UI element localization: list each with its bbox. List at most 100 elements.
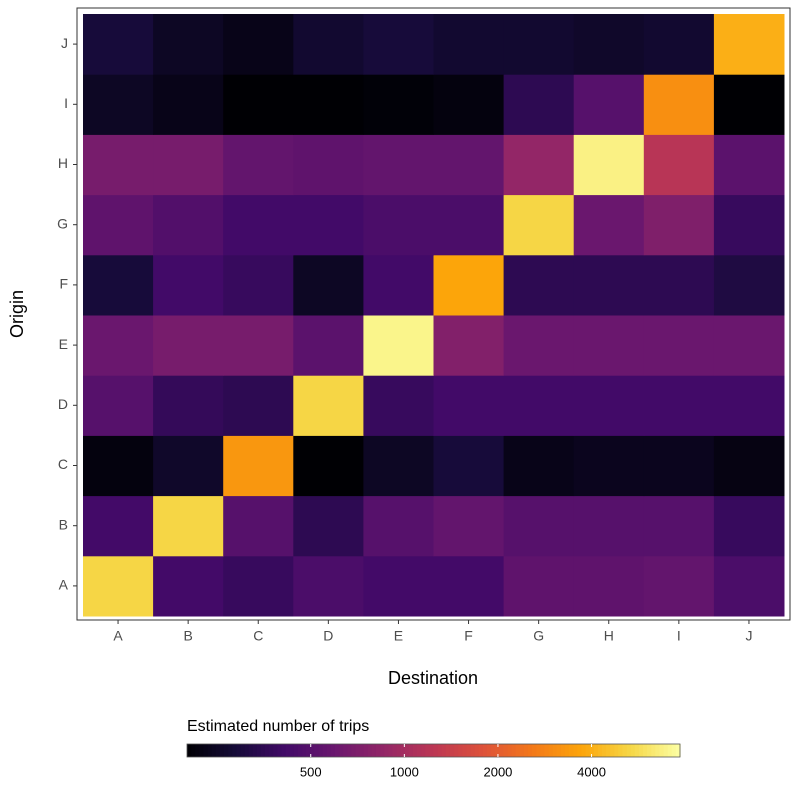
colorbar-segment: [244, 744, 250, 757]
colorbar-segment: [462, 744, 467, 757]
colorbar-segment: [651, 744, 656, 757]
colorbar-segment: [577, 744, 582, 757]
colorbar-segment: [322, 744, 328, 757]
colorbar-segment: [663, 744, 669, 757]
heatmap-cell: [153, 375, 224, 436]
heatmap-cell: [503, 495, 575, 557]
heatmap-cell: [713, 134, 785, 196]
heatmap-cell: [223, 495, 294, 557]
colorbar-segment: [655, 744, 661, 757]
x-axis-title: Destination: [388, 668, 478, 688]
x-tick-label: I: [677, 628, 681, 644]
heatmap-cell: [293, 435, 364, 497]
y-tick-label: B: [59, 516, 68, 532]
colorbar-segment: [396, 744, 402, 757]
heatmap-cell: [363, 74, 434, 135]
colorbar-segment: [400, 744, 406, 757]
heatmap-cell: [223, 254, 294, 316]
colorbar-segment: [289, 744, 295, 757]
colorbar-segment: [404, 744, 410, 757]
colorbar-segment: [252, 744, 258, 757]
heatmap-cell: [573, 74, 645, 135]
heatmap-cell: [153, 254, 224, 316]
colorbar-segment: [306, 744, 311, 757]
heatmap-cell: [433, 495, 505, 557]
heatmap-cell: [363, 435, 434, 497]
heatmap-cell: [713, 254, 785, 316]
heatmap-cell: [223, 315, 294, 376]
colorbar-segment: [540, 744, 546, 757]
heatmap-cell: [433, 194, 505, 256]
heatmap-cell: [573, 134, 645, 196]
colorbar-frame: [186, 743, 681, 758]
colorbar-segment: [314, 744, 320, 757]
heatmap-cell: [153, 74, 224, 135]
colorbar-segment: [297, 744, 303, 757]
heatmap-cell: [153, 555, 224, 617]
heatmap-cell: [573, 315, 645, 376]
colorbar-segment: [564, 744, 570, 757]
heatmap-cell: [573, 375, 645, 436]
colorbar-segment: [515, 744, 521, 757]
legend-title: Estimated number of trips: [187, 718, 369, 735]
colorbar-segment: [326, 744, 332, 757]
heatmap-cell: [433, 555, 505, 617]
colorbar-segment: [363, 744, 369, 757]
colorbar-segment: [219, 744, 225, 757]
heatmap-cell: [503, 194, 575, 256]
heatmap-cell: [223, 375, 294, 436]
heatmap-cell: [643, 435, 715, 497]
colorbar-segment: [232, 744, 237, 757]
colorbar-segment: [330, 744, 336, 757]
colorbar-segment: [215, 744, 221, 757]
colorbar-segment: [614, 744, 619, 757]
x-tick-label: G: [533, 628, 544, 644]
heatmap-cell: [573, 555, 645, 617]
colorbar-segment: [659, 744, 665, 757]
colorbar-segment: [240, 744, 246, 757]
heatmap-cell: [433, 74, 505, 135]
colorbar-segment: [256, 744, 262, 757]
heatmap-cell: [83, 315, 154, 376]
colorbar-segment: [277, 744, 283, 757]
colorbar-tick-label: 4000: [577, 764, 606, 779]
heatmap-cell: [643, 74, 715, 135]
colorbar-segment: [499, 744, 504, 757]
colorbar-segment: [351, 744, 357, 757]
colorbar-segment: [495, 744, 500, 757]
heatmap-cell: [643, 194, 715, 256]
heatmap-cell: [153, 495, 224, 557]
y-axis-title: Origin: [7, 290, 27, 338]
heatmap-cell: [573, 254, 645, 316]
heatmap-cell: [223, 435, 294, 497]
heatmap-cell: [713, 495, 785, 557]
colorbar-segment: [470, 744, 476, 757]
colorbar-segment: [207, 744, 213, 757]
heatmap-cell: [83, 435, 154, 497]
colorbar-segment: [593, 744, 599, 757]
heatmap-cell: [293, 555, 364, 617]
y-tick-label: F: [59, 276, 68, 292]
colorbar-segment: [433, 744, 439, 757]
colorbar-segment: [302, 744, 307, 757]
heatmap-cell: [573, 194, 645, 256]
colorbar-segment: [647, 744, 652, 757]
colorbar-segment: [228, 744, 233, 757]
colorbar-segment: [248, 744, 254, 757]
colorbar-segment: [429, 744, 435, 757]
colorbar-segment: [449, 744, 455, 757]
heatmap-cell: [363, 555, 434, 617]
colorbar-tick-label: 2000: [483, 764, 512, 779]
heatmap-cell: [363, 315, 434, 376]
heatmap-cell: [153, 435, 224, 497]
colorbar-segment: [371, 744, 377, 757]
heatmap-cell: [713, 74, 785, 135]
colorbar-segment: [412, 744, 418, 757]
heatmap-cell: [363, 375, 434, 436]
y-tick-label: A: [59, 577, 69, 593]
colorbar-segment: [544, 744, 550, 757]
heatmap-cell: [83, 375, 154, 436]
heatmap-cell: [433, 375, 505, 436]
heatmap-cell: [573, 495, 645, 557]
y-tick-label: E: [59, 336, 68, 352]
